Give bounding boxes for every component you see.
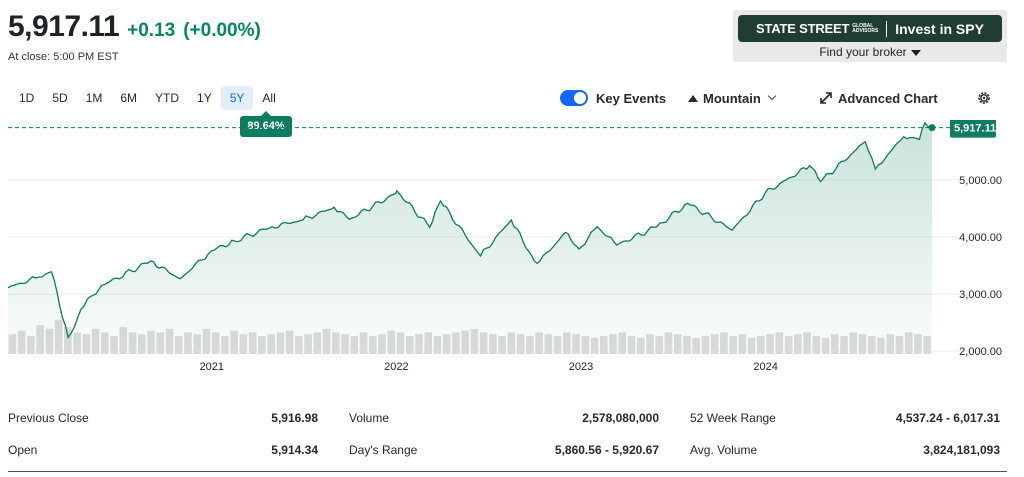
stats-row: Previous Close 5,916.98 Volume 2,578,080…	[8, 402, 1000, 434]
ad-divider	[886, 20, 888, 37]
stat-value: 3,824,181,093	[923, 443, 1000, 457]
price-area	[8, 122, 932, 355]
toggle-icon[interactable]	[560, 90, 588, 106]
range-1d[interactable]: 1D	[19, 91, 35, 105]
y-tick-label: 2,000.00	[959, 346, 1002, 358]
ad-brand: STATE STREET	[756, 21, 850, 36]
expand-icon	[820, 92, 832, 104]
ad-brand-small: GLOBAL ADVISORS	[852, 22, 879, 34]
range-1y[interactable]: 1Y	[197, 91, 212, 105]
stat-label: Volume	[349, 411, 390, 425]
last-price-label: 5,917.11	[950, 120, 996, 138]
stat-label: Previous Close	[8, 411, 89, 425]
stat-days-range: Day's Range 5,860.56 - 5,920.67	[349, 443, 659, 457]
chart-settings-button[interactable]	[976, 86, 992, 110]
advanced-chart-label: Advanced Chart	[838, 90, 938, 106]
last-price-label-text: 5,917.11	[954, 123, 996, 135]
find-broker-label: Find your broker	[819, 45, 907, 59]
stat-value: 5,916.98	[271, 411, 318, 425]
stat-label: Avg. Volume	[690, 443, 758, 457]
key-events-toggle[interactable]: Key Events	[560, 86, 666, 110]
last-price-dot	[928, 124, 936, 132]
current-price: 5,917.11	[8, 10, 120, 43]
x-axis-ticks: 2021 2022 2023 2024	[200, 361, 778, 373]
bottom-divider	[8, 471, 1007, 472]
stat-value: 5,914.34	[271, 443, 318, 457]
chevron-down-icon	[767, 91, 777, 101]
stats-row: Open 5,914.34 Day's Range 5,860.56 - 5,9…	[8, 434, 1000, 466]
chart-type-label: Mountain	[703, 90, 761, 106]
advanced-chart-button[interactable]: Advanced Chart	[819, 86, 938, 110]
range-5y[interactable]: 5Y	[220, 86, 254, 110]
stat-label: 52 Week Range	[690, 411, 776, 425]
range-all[interactable]: All	[262, 91, 276, 105]
market-close-note: At close: 5:00 PM EST	[8, 51, 119, 63]
price-change-percent: (+0.00%)	[183, 20, 261, 41]
chart-type-dropdown[interactable]: Mountain	[688, 86, 777, 110]
caret-down-icon	[910, 49, 921, 56]
key-events-label: Key Events	[596, 90, 667, 106]
range-1m[interactable]: 1M	[85, 91, 103, 105]
stat-open: Open 5,914.34	[8, 443, 318, 457]
stat-value: 2,578,080,000	[582, 411, 659, 425]
stat-previous-close: Previous Close 5,916.98	[8, 411, 318, 425]
gear-icon	[978, 92, 990, 104]
find-broker-link[interactable]: Find your broker	[733, 45, 1007, 59]
range-ytd[interactable]: YTD	[155, 91, 180, 105]
quote-header: 5,917.11 +0.13 (+0.00%)	[8, 10, 261, 44]
stat-label: Open	[8, 443, 38, 457]
range-5d[interactable]: 5D	[52, 91, 68, 105]
stat-value: 5,860.56 - 5,920.67	[554, 443, 659, 457]
ad-banner[interactable]: STATE STREET GLOBAL ADVISORS Invest in S…	[733, 10, 1007, 62]
x-tick-label: 2022	[384, 361, 408, 373]
price-chart[interactable]: 2,000.003,000.004,000.005,000.00 2021 202…	[0, 120, 1024, 380]
price-change: +0.13	[127, 20, 176, 41]
stat-volume: Volume 2,578,080,000	[349, 411, 659, 425]
y-axis-ticks: 2,000.00 3,000.00 4,000.00 5,000.00	[959, 175, 1002, 358]
mountain-icon	[688, 94, 698, 102]
stat-avg-volume: Avg. Volume 3,824,181,093	[690, 443, 1000, 457]
x-tick-label: 2024	[753, 361, 777, 373]
quote-stats: Previous Close 5,916.98 Volume 2,578,080…	[8, 402, 1000, 466]
y-tick-label: 4,000.00	[959, 232, 1002, 244]
ad-banner-strip[interactable]: STATE STREET GLOBAL ADVISORS Invest in S…	[738, 15, 1002, 42]
range-6m[interactable]: 6M	[120, 91, 138, 105]
price-line	[7, 121, 933, 339]
stat-label: Day's Range	[349, 443, 418, 457]
stat-value: 4,537.24 - 6,017.31	[895, 411, 1000, 425]
range-selector: 1D 5D 1M 6M YTD 1Y 5Y All	[10, 86, 285, 110]
stat-52-week-range: 52 Week Range 4,537.24 - 6,017.31	[690, 411, 1000, 425]
y-tick-label: 5,000.00	[959, 175, 1002, 187]
ad-cta[interactable]: Invest in SPY	[895, 20, 984, 37]
y-tick-label: 3,000.00	[959, 289, 1002, 301]
last-price-label-box	[950, 120, 996, 138]
range-performance-badge: 89.64%	[240, 111, 292, 137]
x-tick-label: 2023	[569, 361, 593, 373]
x-tick-label: 2021	[200, 361, 224, 373]
